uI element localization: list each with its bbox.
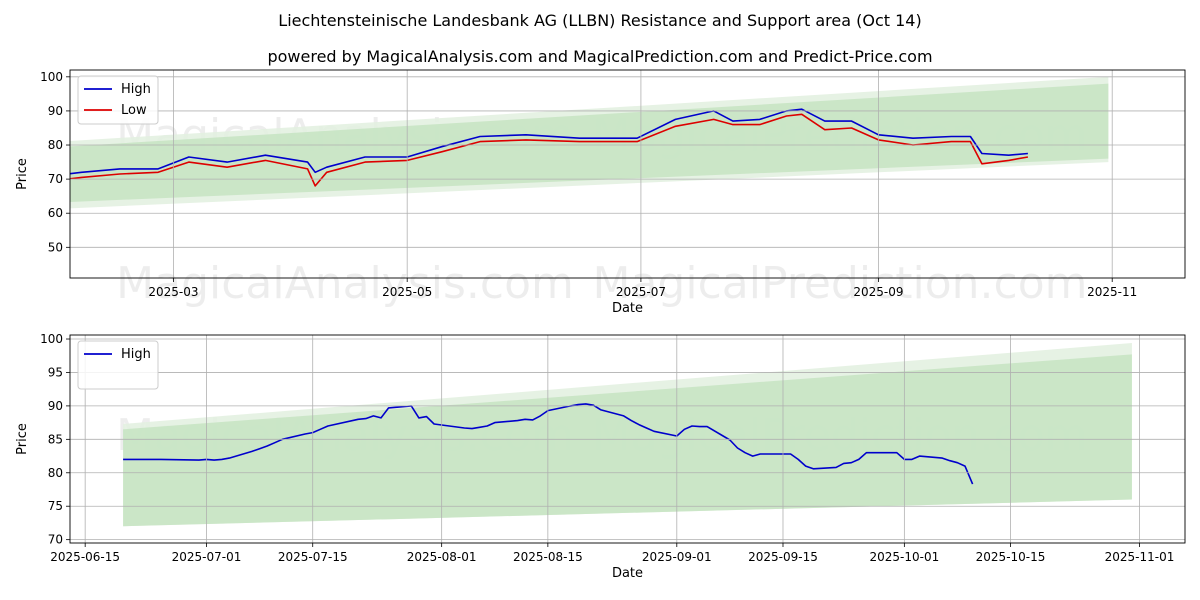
x-tick-label: 2025-08-01 — [407, 550, 477, 564]
support-resistance-band-inner — [123, 354, 1132, 527]
series-line-high — [123, 403, 974, 485]
legend: High — [77, 340, 159, 390]
watermark-prediction-lower: MagicalPrediction.com — [593, 258, 1088, 309]
x-tick-label: 2025-03 — [148, 285, 198, 299]
y-tick-label: 95 — [48, 365, 63, 379]
x-tick-label: 2025-09-01 — [642, 550, 712, 564]
legend-label-low: Low — [121, 103, 147, 118]
y-tick-label: 60 — [48, 206, 63, 220]
y-tick-label: 80 — [48, 466, 63, 480]
plot-frame — [69, 69, 1186, 279]
x-tick-label: 2025-08-15 — [513, 550, 583, 564]
legend-box — [77, 75, 159, 125]
x-tick-label: 2025-11 — [1087, 285, 1137, 299]
watermark-analysis-lower: MagicalAnalysis.com — [116, 258, 574, 309]
y-tick-label: 70 — [48, 533, 63, 547]
x-tick-label: 2025-07 — [616, 285, 666, 299]
x-axis-label: Date — [612, 566, 643, 581]
x-tick-label: 2025-10-15 — [976, 550, 1046, 564]
legend-label-high: High — [121, 82, 151, 97]
y-tick-label: 100 — [40, 332, 63, 346]
x-tick-label: 2025-07-15 — [278, 550, 348, 564]
plot-area — [123, 343, 1132, 527]
legend: High Low — [77, 75, 159, 125]
y-tick-label: 50 — [48, 240, 63, 254]
figure-subtitle: powered by MagicalAnalysis.com and Magic… — [267, 47, 932, 66]
x-tick-label: 2025-10-01 — [869, 550, 939, 564]
y-tick-label: 80 — [48, 138, 63, 152]
figure-title: Liechtensteinische Landesbank AG (LLBN) … — [278, 11, 921, 30]
x-tick-label: 2025-09-15 — [748, 550, 818, 564]
y-axis-label: Price — [15, 158, 30, 190]
x-axis-label: Date — [612, 301, 643, 316]
x-tick-label: 2025-06-15 — [50, 550, 120, 564]
y-tick-label: 90 — [48, 104, 63, 118]
y-tick-label: 90 — [48, 399, 63, 413]
y-tick-label: 100 — [40, 70, 63, 84]
x-tick-label: 2025-05 — [382, 285, 432, 299]
y-tick-label: 75 — [48, 499, 63, 513]
top-chart-panel: MagicalAnalysis.com MagicalPrediction.com… — [15, 69, 1186, 316]
x-tick-label: 2025-07-01 — [172, 550, 242, 564]
x-tick-label: 2025-09 — [853, 285, 903, 299]
bottom-chart-panel: MagicalAnalysis.comMagicalPrediction.com… — [15, 332, 1186, 581]
y-tick-label: 70 — [48, 172, 63, 186]
plot-frame — [69, 334, 1186, 544]
y-axis-label: Price — [15, 423, 30, 455]
support-resistance-band-inner — [70, 83, 1109, 202]
legend-label-high: High — [121, 347, 151, 362]
legend-box — [77, 340, 159, 390]
y-tick-label: 85 — [48, 432, 63, 446]
x-tick-label: 2025-11-01 — [1105, 550, 1175, 564]
series-line-low — [70, 113, 1029, 187]
